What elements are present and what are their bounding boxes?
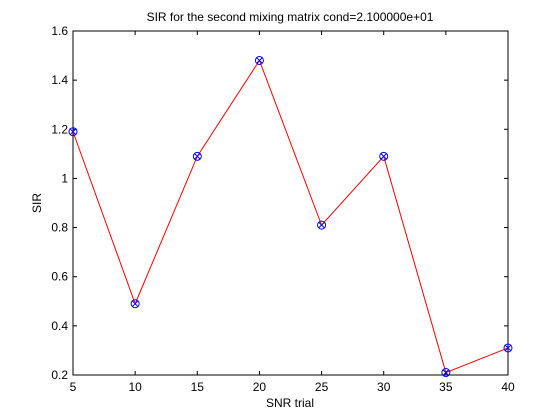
chart-title: SIR for the second mixing matrix cond=2.… <box>147 10 434 24</box>
data-point-circle <box>192 151 202 161</box>
data-point <box>379 151 389 161</box>
y-tick-label: 1.2 <box>51 122 68 136</box>
x-tick-label: 20 <box>253 380 267 394</box>
data-point <box>441 368 451 378</box>
x-tick-label: 10 <box>128 380 142 394</box>
data-point <box>503 343 513 353</box>
y-tick-label: 1.6 <box>51 24 68 38</box>
y-tick-label: 0.8 <box>51 221 68 235</box>
data-point <box>130 299 140 309</box>
x-axis-label: SNR trial <box>266 396 314 410</box>
data-point-cross <box>194 153 201 160</box>
x-tick-label: 40 <box>501 380 515 394</box>
data-point-cross <box>442 369 450 376</box>
data-point-circle <box>68 127 78 137</box>
data-point-cross <box>131 300 139 307</box>
y-tick-label: 0.6 <box>51 270 68 284</box>
y-tick-label: 1 <box>61 171 68 185</box>
y-tick-label: 0.2 <box>51 368 68 382</box>
y-tick-label: 1.4 <box>51 73 68 87</box>
data-point-circle <box>317 220 327 230</box>
data-point-circle <box>441 368 451 378</box>
data-point-cross <box>318 221 325 229</box>
y-tick-label: 0.4 <box>51 319 68 333</box>
data-point-cross <box>380 153 387 160</box>
data-point-circle <box>503 343 513 353</box>
tick-labels: 5 10 15 20 25 30 35 40 0.2 0.4 0.6 0.8 1 1.2 1.4 1.6 <box>51 24 515 394</box>
data-point-cross <box>504 344 512 352</box>
data-point-circle <box>130 299 140 309</box>
x-tick-label: 30 <box>377 380 391 394</box>
plot-area <box>72 30 509 376</box>
data-point-cross <box>256 57 263 64</box>
series <box>68 55 513 378</box>
data-point <box>68 127 78 137</box>
x-tick-label: 25 <box>315 380 329 394</box>
x-tick-label: 35 <box>439 380 453 394</box>
x-tick-label: 15 <box>191 380 205 394</box>
data-point-circle <box>379 151 389 161</box>
series-line <box>72 59 509 374</box>
x-tick-label: 5 <box>70 380 77 394</box>
data-point <box>192 151 202 161</box>
data-point <box>254 55 264 65</box>
data-point-cross <box>69 128 77 135</box>
data-point-circle <box>254 55 264 65</box>
y-axis-label: SIR <box>30 193 44 213</box>
data-point <box>317 220 327 230</box>
